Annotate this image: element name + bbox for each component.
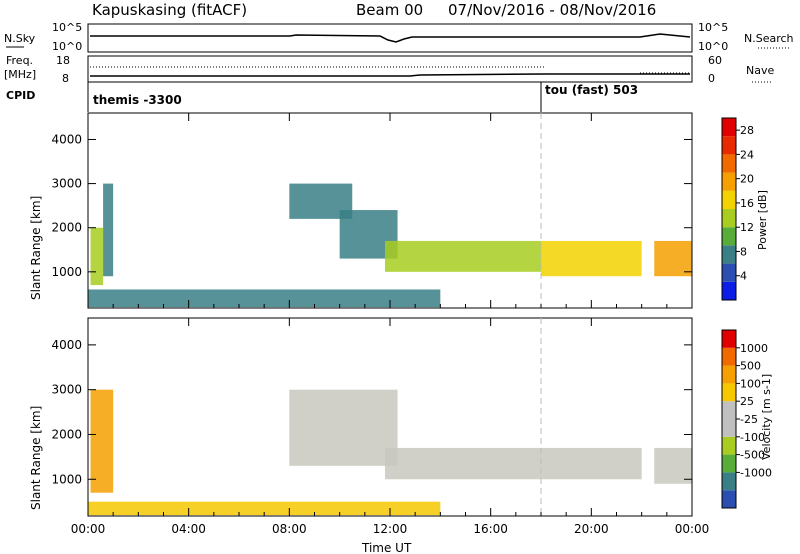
power-colorbar-label-4: 20	[740, 173, 754, 186]
power-panel: 1000 2000 3000 4000 4 8 12 16 20 24 28	[51, 112, 754, 309]
velocity-colorbar-cell-0	[722, 490, 736, 508]
power-ytick-label-0: 1000	[51, 265, 82, 279]
velocity-colorbar-label-3: 25	[740, 395, 754, 408]
velocity-colorbar-cell-7	[722, 365, 736, 384]
power-region-6	[654, 240, 692, 277]
velocity-colorbar-label-4: -25	[740, 413, 758, 426]
velocity-colorbar-cell-6	[722, 383, 736, 402]
power-colorbar-label-6: 28	[740, 124, 754, 137]
nsky-tick-low: 10^0	[52, 40, 82, 53]
x-tick-label-2: 08:00	[272, 522, 307, 536]
power-colorbar-cell-3	[722, 227, 736, 246]
power-colorbar-cell-7	[722, 154, 736, 173]
power-colorbar-label-1: 8	[740, 245, 747, 258]
velocity-colorbar-cell-3	[722, 436, 736, 455]
velocity-ytick-label-1: 2000	[51, 427, 82, 441]
velocity-colorbar-cell-8	[722, 347, 736, 366]
power-colorbar-cell-6	[722, 172, 736, 191]
x-tick-label-6: 00:00	[675, 522, 710, 536]
velocity-colorbar-cell-2	[722, 454, 736, 473]
velocity-panel: 00:00 04:00 08:00 12:00 16:00 20:00 00:00 1000 2…	[51, 317, 772, 536]
velocity-colorbar-label-0: 1000	[740, 342, 768, 355]
nsky-trace	[90, 33, 691, 43]
power-colorbar-cell-4	[722, 209, 736, 228]
velocity-colorbar-label-1: 500	[740, 360, 761, 373]
freq-tick-low: 8	[62, 72, 69, 85]
x-tick-label-3: 12:00	[373, 522, 408, 536]
velocity-colorbar-label: Velocity [m s-1]	[760, 374, 773, 460]
velocity-region-4	[88, 501, 441, 516]
freq-trace	[90, 73, 690, 77]
power-colorbar-cell-1	[722, 263, 736, 282]
power-region-4	[384, 240, 541, 272]
velocity-region-3	[654, 447, 692, 484]
power-colorbar-frame	[721, 117, 737, 301]
nave-tick-high: 60	[708, 54, 722, 67]
velocity-colorbar-label-6: -500	[740, 449, 765, 462]
power-region-7	[88, 289, 441, 308]
cpid-segment-2: tou (fast) 503	[545, 83, 638, 97]
power-colorbar-cell-5	[722, 190, 736, 209]
power-colorbar-label-5: 24	[740, 148, 754, 161]
velocity-ytick-label-3: 4000	[51, 338, 82, 352]
power-ytick-label-2: 3000	[51, 177, 82, 191]
power-colorbar-cell-2	[722, 245, 736, 264]
power-region-0	[90, 227, 104, 286]
nsky-tick-high: 10^5	[52, 21, 82, 34]
nsearch-label: N.Search	[744, 32, 794, 45]
date-range: 07/Nov/2016 - 08/Nov/2016	[448, 1, 656, 19]
x-tick-label-4: 16:00	[473, 522, 508, 536]
velocity-colorbar-label-2: 100	[740, 377, 761, 390]
x-tick-label-5: 20:00	[574, 522, 609, 536]
velocity-colorbar-label-5: -100	[740, 431, 765, 444]
velocity-colorbar-cell-9	[722, 330, 736, 348]
freq-label: Freq.	[6, 54, 33, 67]
power-colorbar-label-3: 16	[740, 197, 754, 210]
power-ytick-label-1: 2000	[51, 221, 82, 235]
freq-tick-high: 18	[56, 54, 70, 67]
power-colorbar-label-0: 4	[740, 270, 747, 283]
station-title: Kapuskasing (fitACF)	[92, 1, 247, 19]
power-colorbar-cell-0	[722, 281, 736, 300]
beam-label: Beam 00	[356, 1, 423, 19]
power-colorbar-cell-8	[722, 136, 736, 155]
power-ylabel: Slant Range [km]	[29, 196, 43, 300]
nsky-label: N.Sky	[4, 32, 36, 45]
cpid-label: CPID	[6, 89, 35, 102]
velocity-region-2	[384, 447, 642, 480]
power-region-5	[541, 240, 642, 277]
nave-tick-low: 0	[708, 72, 715, 85]
x-axis-label: Time UT	[361, 541, 412, 554]
freq-panel	[87, 55, 693, 83]
power-colorbar-cell-9	[722, 118, 736, 137]
freq-unit: [MHz]	[4, 68, 36, 81]
x-tick-label-1: 04:00	[171, 522, 206, 536]
velocity-colorbar-cell-5	[722, 401, 736, 419]
velocity-ytick-label-2: 3000	[51, 383, 82, 397]
nsky-panel	[87, 23, 693, 53]
velocity-colorbar-cell-1	[722, 472, 736, 491]
cpid-segment-1: themis -3300	[93, 93, 182, 107]
power-region-1	[103, 183, 114, 277]
nave-label: Nave	[746, 64, 774, 77]
power-ytick-label-3: 4000	[51, 132, 82, 146]
velocity-ylabel: Slant Range [km]	[29, 406, 43, 510]
nsearch-tick-low: 10^0	[698, 40, 728, 53]
power-colorbar-label-2: 12	[740, 221, 754, 234]
velocity-region-0	[90, 389, 114, 493]
velocity-region-1	[289, 389, 398, 466]
x-tick-label-0: 00:00	[71, 522, 106, 536]
velocity-colorbar-label-7: -1000	[740, 466, 772, 479]
power-colorbar-label: Power [dB]	[756, 190, 769, 250]
velocity-colorbar-cell-4	[722, 419, 736, 437]
nsearch-tick-high: 10^5	[698, 21, 728, 34]
velocity-ytick-label-0: 1000	[51, 472, 82, 486]
